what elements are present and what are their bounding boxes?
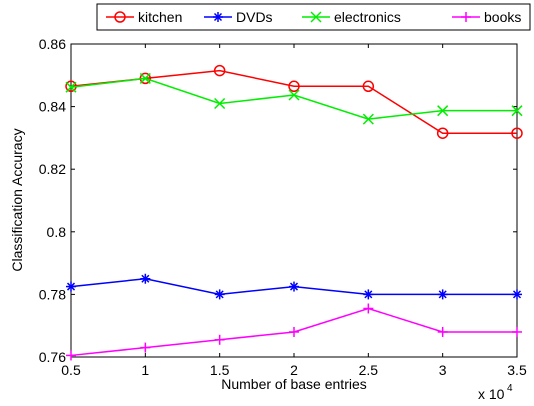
y-tick-label: 0.76 <box>39 349 66 365</box>
legend-marker <box>114 11 126 23</box>
legend-marker <box>461 12 471 22</box>
legend-item-electronics: electronics <box>302 9 401 25</box>
y-tick-label: 0.84 <box>39 99 66 115</box>
x-tick-label: 3.5 <box>507 362 527 378</box>
legend-label: DVDs <box>236 9 273 25</box>
x-tick-label: 2.5 <box>359 362 379 378</box>
legend: kitchen DVDs electronics books <box>96 3 531 31</box>
data-point <box>140 342 151 353</box>
y-tick-label: 0.82 <box>39 161 66 177</box>
data-point <box>362 80 375 93</box>
data-point <box>289 281 299 292</box>
data-point <box>65 81 77 93</box>
y-tick-label: 0.86 <box>39 36 66 52</box>
x-tick-label: 1 <box>141 362 149 378</box>
legend-marker <box>310 11 322 23</box>
data-point <box>66 281 76 292</box>
x-axis-title: Number of base entries <box>221 376 367 392</box>
legend-marker <box>213 12 223 22</box>
y-axis-title: Classification Accuracy <box>9 128 25 271</box>
data-point <box>436 127 449 139</box>
legend-label: kitchen <box>138 9 182 25</box>
x-multiplier-base: x 10 <box>478 386 505 402</box>
legend-item-dvds: DVDs <box>204 9 273 25</box>
data-point <box>288 80 300 93</box>
data-point <box>437 326 448 337</box>
data-point <box>214 334 225 345</box>
x-tick-label: 2 <box>290 362 298 378</box>
data-point <box>140 273 151 284</box>
x-tick-label: 0.5 <box>61 362 81 378</box>
data-point <box>363 289 374 300</box>
series-layer <box>65 64 523 361</box>
x-tick-label: 1.5 <box>210 362 230 378</box>
data-point <box>289 326 299 337</box>
legend-item-kitchen: kitchen <box>106 9 182 25</box>
data-point <box>511 105 523 117</box>
data-point <box>213 64 226 77</box>
legend-label: electronics <box>334 9 401 25</box>
data-point <box>363 303 374 314</box>
data-point <box>512 289 522 300</box>
x-axis: 0.5 1 1.5 2 2.5 3 3.5 <box>61 44 527 378</box>
data-point <box>511 127 523 139</box>
series-books <box>66 303 522 361</box>
data-point <box>362 113 374 125</box>
legend-label: books <box>484 9 521 25</box>
x-multiplier-exponent: 4 <box>507 383 513 394</box>
data-point <box>288 89 300 101</box>
data-point <box>214 289 225 300</box>
data-point <box>66 350 76 361</box>
series-dvds <box>66 273 522 300</box>
data-point <box>139 72 151 84</box>
data-point <box>437 289 448 300</box>
legend-item-books: books <box>452 9 521 25</box>
data-point <box>214 97 226 110</box>
x-axis-multiplier: x 10 4 <box>478 383 513 402</box>
data-point <box>437 105 449 117</box>
data-point <box>512 326 522 337</box>
y-axis: 0.76 0.78 0.8 0.82 0.84 0.86 <box>39 36 517 365</box>
y-tick-label: 0.78 <box>39 286 66 302</box>
x-tick-label: 3 <box>439 362 447 378</box>
y-tick-label: 0.8 <box>47 224 67 240</box>
series-electronics <box>65 72 523 125</box>
